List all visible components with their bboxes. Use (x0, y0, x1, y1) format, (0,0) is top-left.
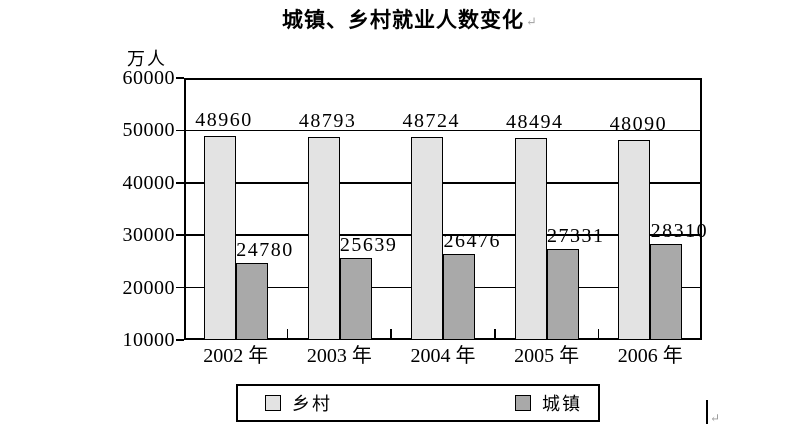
text-cursor (706, 400, 708, 424)
bar-value-label: 25639 (339, 234, 398, 257)
bar-rural (307, 136, 340, 340)
x-category-label: 2006 年 (617, 345, 683, 367)
y-axis-tick (176, 234, 184, 236)
y-axis-unit-label: 万人 (127, 49, 167, 69)
legend-swatch-icon (515, 395, 531, 411)
y-axis-tick-label: 40000 (122, 171, 175, 194)
y-axis-tick (176, 339, 184, 341)
legend: 乡村 城镇 (236, 384, 600, 422)
bar-urban (650, 244, 683, 340)
bar-value-label: 48090 (609, 113, 668, 136)
bar-value-label: 48494 (506, 111, 564, 134)
x-axis-tick (286, 329, 289, 338)
x-category-label: 2004 年 (410, 345, 476, 367)
y-axis-tick-label: 50000 (122, 119, 175, 142)
legend-item-rural: 乡村 (265, 390, 332, 416)
legend-label: 城镇 (542, 394, 582, 414)
y-axis-tick-label: 10000 (122, 329, 175, 351)
bar-value-label: 26476 (443, 229, 501, 252)
x-category-label: 2002 年 (203, 345, 269, 367)
chart-title-row: 城镇、乡村就业人数变化 ↵ (25, 4, 795, 34)
y-axis-tick-label: 20000 (122, 276, 175, 299)
bar-rural (514, 138, 547, 340)
bar-urban (443, 253, 476, 340)
y-axis-tick-label: 60000 (122, 67, 175, 89)
y-axis-tick (176, 129, 184, 132)
x-axis-tick (390, 329, 392, 338)
y-axis-tick-label: 30000 (122, 224, 175, 247)
y-axis-tick (176, 286, 184, 289)
bar-value-label: 24780 (236, 238, 294, 261)
legend-item-urban: 城镇 (515, 390, 582, 416)
x-axis-tick (494, 329, 496, 338)
bar-value-label: 28310 (650, 220, 709, 243)
legend-label: 乡村 (292, 394, 332, 414)
gridline (184, 129, 702, 132)
bar-urban (546, 249, 579, 340)
bar-value-label: 48724 (402, 110, 460, 133)
x-category-label: 2003 年 (306, 345, 372, 367)
bar-value-label: 48793 (298, 109, 357, 132)
bar-urban (236, 262, 268, 340)
bar-value-label: 48960 (195, 108, 253, 131)
legend-swatch-icon (265, 395, 281, 411)
bar-value-label: 27331 (547, 225, 605, 248)
y-axis-tick (176, 182, 184, 184)
paragraph-mark-icon: ↵ (710, 411, 721, 425)
bar-urban (339, 258, 372, 340)
y-axis-tick (176, 77, 184, 79)
chart-title: 城镇、乡村就业人数变化 (282, 8, 525, 32)
x-category-label: 2005 年 (514, 345, 580, 367)
bar-rural (411, 137, 444, 340)
bar-rural (204, 135, 236, 340)
bar-rural (618, 140, 651, 340)
paragraph-mark-icon: ↵ (526, 14, 538, 30)
x-axis-tick (597, 329, 600, 338)
